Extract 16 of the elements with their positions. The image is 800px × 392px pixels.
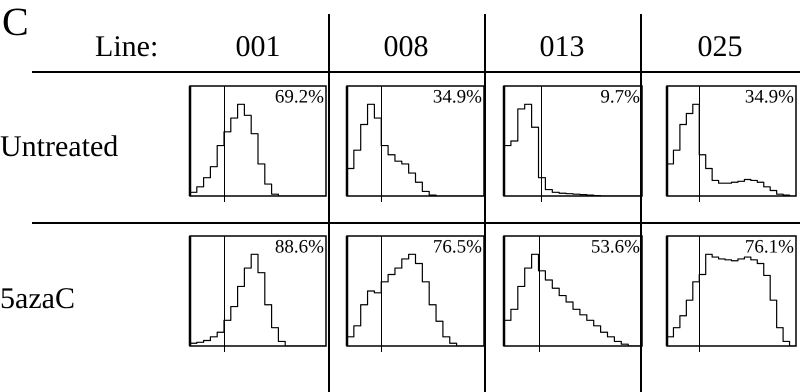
text: Line:	[95, 30, 158, 63]
annotation: 76.5%	[432, 236, 482, 258]
chart-title: 013	[538, 30, 586, 63]
text: C	[2, 0, 29, 44]
y-axis-title: Untreated	[0, 130, 118, 163]
annotation: 34.9%	[744, 86, 794, 108]
annotation: 88.6%	[274, 236, 324, 258]
annotation: 9.7%	[600, 86, 640, 108]
chart-title: 001	[234, 30, 282, 63]
annotation: 34.9%	[432, 86, 482, 108]
annotation: 53.6%	[590, 236, 640, 258]
annotation: 76.1%	[744, 236, 794, 258]
chart-title: 025	[696, 30, 744, 63]
y-axis-title: 5azaC	[0, 282, 75, 315]
chart-title: 008	[382, 30, 430, 63]
annotation: 69.2%	[274, 86, 324, 108]
